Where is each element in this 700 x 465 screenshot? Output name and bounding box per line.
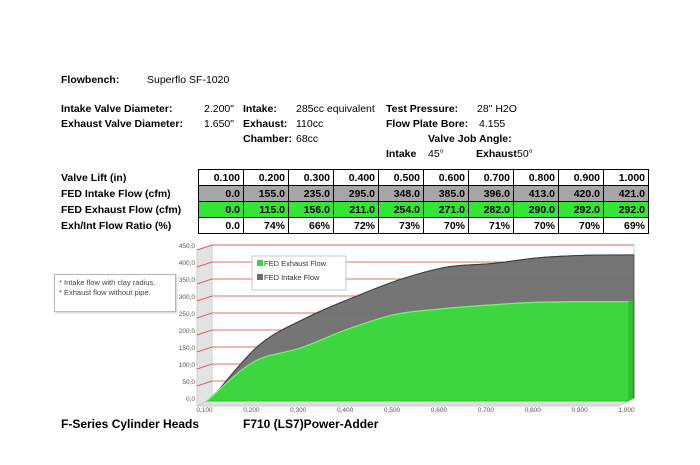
row-label: Exh/Int Flow Ratio (%) — [61, 219, 172, 232]
intake-volume-label: Intake: — [243, 103, 277, 115]
cell: 271.0 — [423, 201, 469, 218]
note-exhaust: * Exhaust flow without pipe. — [59, 288, 151, 297]
cell: 1.000 — [603, 169, 649, 186]
flow-table: Valve Lift (in) 0.100 0.200 0.300 0.400 … — [61, 169, 649, 234]
gridline-side — [196, 278, 213, 285]
x-tick-label: 0,700 — [478, 407, 495, 414]
gridline-side — [196, 363, 213, 370]
y-tick-label: 300,0 — [179, 294, 196, 301]
cell: 115.0 — [243, 201, 289, 218]
cell: 348.0 — [378, 185, 424, 202]
exhaust-volume-label: Exhaust: — [243, 118, 288, 130]
legend-label: FED Intake Flow — [264, 273, 320, 282]
test-pressure-label: Test Pressure: — [386, 103, 459, 115]
cell: 70% — [558, 217, 604, 234]
series-exhaust-edge — [628, 299, 633, 401]
row-label: FED Intake Flow (cfm) — [61, 187, 171, 200]
cell: 295.0 — [333, 185, 379, 202]
y-tick-label: 100,0 — [179, 362, 196, 369]
gridline-side — [196, 261, 213, 268]
cell: 0.100 — [198, 169, 244, 186]
y-tick-label: 0,0 — [186, 396, 195, 403]
intake-volume-value: 285cc equivalent — [296, 103, 375, 115]
flowbench-value: Superflo SF-1020 — [147, 74, 230, 86]
y-tick-label: 150,0 — [179, 345, 196, 352]
cell: 292.0 — [558, 201, 604, 218]
x-tick-label: 0,100 — [196, 407, 213, 414]
flow-plate-label: Flow Plate Bore: — [386, 118, 469, 130]
x-tick-label: 0,600 — [431, 407, 448, 414]
cell: 74% — [243, 217, 289, 234]
valve-job-intake-value: 45° — [428, 148, 444, 160]
intake-valve-value: 2.200" — [204, 103, 235, 115]
cell: 235.0 — [288, 185, 334, 202]
cell: 66% — [288, 217, 334, 234]
gridline-side — [196, 244, 213, 251]
valve-job-label: Valve Job Angle: — [428, 133, 512, 145]
footer-product-title: F710 (LS7)Power-Adder — [243, 417, 379, 431]
y-tick-label: 200,0 — [179, 328, 196, 335]
footer-series-title: F-Series Cylinder Heads — [61, 417, 200, 431]
row-label: Valve Lift (in) — [61, 171, 127, 184]
gridline-side — [196, 329, 213, 336]
gridline-side — [196, 380, 213, 387]
cell: 70% — [423, 217, 469, 234]
valve-job-exhaust-label: Exhaust — [476, 148, 517, 160]
legend-label: FED Exhaust Flow — [264, 259, 327, 268]
cell: 0.400 — [333, 169, 379, 186]
y-tick-label: 350,0 — [179, 277, 196, 284]
valve-job-intake-label: Intake — [386, 148, 417, 160]
y-tick-label: 400,0 — [179, 260, 196, 267]
note-intake: * Intake flow with clay radius. — [59, 278, 156, 287]
test-pressure-value: 28" H2O — [477, 103, 517, 115]
cell: 421.0 — [603, 185, 649, 202]
cell: 155.0 — [243, 185, 289, 202]
x-tick-label: 0,800 — [525, 407, 542, 414]
flowbench-label: Flowbench: — [61, 74, 120, 86]
cell: 69% — [603, 217, 649, 234]
legend-swatch — [257, 274, 263, 280]
gridline-side — [196, 346, 213, 353]
series-intake-line — [211, 254, 635, 399]
exhaust-valve-label: Exhaust Valve Diameter: — [61, 118, 183, 130]
cell: 70% — [513, 217, 559, 234]
valve-job-exhaust-value: 50° — [517, 148, 533, 160]
y-tick-label: 250,0 — [179, 311, 196, 318]
cell: 396.0 — [468, 185, 514, 202]
cell: 292.0 — [603, 201, 649, 218]
legend-box — [251, 255, 347, 291]
row-flow-ratio: Exh/Int Flow Ratio (%) 0.0 74% 66% 72% 7… — [61, 217, 649, 234]
cell: 0.200 — [243, 169, 289, 186]
legend-swatch — [257, 260, 263, 266]
y-tick-label: 450,0 — [179, 243, 196, 250]
row-label: FED Exhaust Flow (cfm) — [61, 203, 182, 216]
cell: 211.0 — [333, 201, 379, 218]
intake-valve-label: Intake Valve Diameter: — [61, 103, 173, 115]
gridline-side — [196, 312, 213, 319]
x-tick-label: 1,000 — [618, 407, 635, 414]
gridline-side — [196, 295, 213, 302]
exhaust-volume-value: 110cc — [296, 118, 324, 130]
x-tick-label: 0,300 — [290, 407, 307, 414]
y-tick-label: 50,0 — [182, 379, 195, 386]
x-tick-label: 0,500 — [384, 407, 401, 414]
chamber-value: 68cc — [296, 133, 319, 145]
cell: 72% — [333, 217, 379, 234]
x-tick-label: 0,400 — [337, 407, 354, 414]
flow-plate-value: 4.155 — [479, 118, 506, 130]
x-tick-label: 0,200 — [243, 407, 260, 414]
exhaust-valve-value: 1.650" — [204, 118, 235, 130]
notes-box: * Intake flow with clay radius. * Exhaus… — [54, 274, 176, 312]
x-tick-label: 0,900 — [571, 407, 588, 414]
chamber-label: Chamber: — [243, 133, 293, 145]
series-exhaust-line — [206, 301, 629, 402]
